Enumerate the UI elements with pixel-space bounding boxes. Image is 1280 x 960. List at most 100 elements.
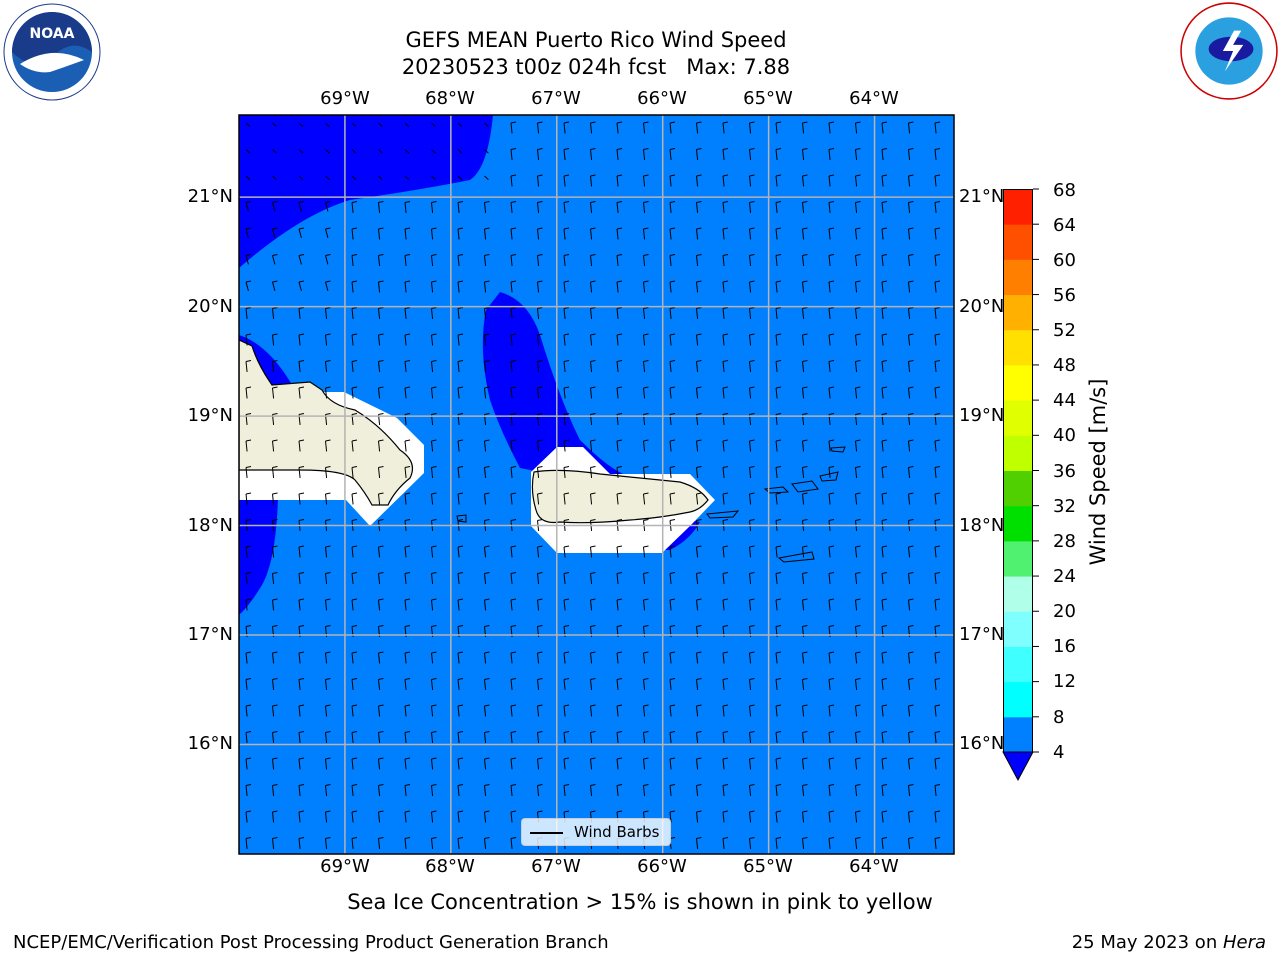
wind-barb xyxy=(855,784,861,796)
colorbar-tick-label: 44 xyxy=(1053,390,1076,411)
wind-barb xyxy=(934,731,941,743)
wind-barb xyxy=(563,254,570,266)
wind-barb xyxy=(775,280,782,293)
wind-barb xyxy=(775,545,782,558)
wind-barb xyxy=(298,784,305,796)
wind-barb xyxy=(934,572,941,584)
wind-barb xyxy=(802,333,808,346)
wind-barb xyxy=(298,810,305,823)
wind-barb xyxy=(457,784,464,796)
wind-barb xyxy=(855,201,861,213)
wind-barb xyxy=(749,254,755,266)
wind-barb xyxy=(934,598,941,611)
wind-barb xyxy=(828,333,835,346)
wind-barb xyxy=(590,227,596,240)
wind-barb xyxy=(457,280,464,293)
wind-barb xyxy=(272,122,277,128)
wind-barb xyxy=(722,121,729,134)
wind-barb xyxy=(378,837,384,849)
wind-barb xyxy=(510,386,517,399)
wind-barb xyxy=(590,333,596,346)
wind-barb xyxy=(934,386,941,399)
colorbar-tick-label: 20 xyxy=(1053,601,1076,622)
wind-barb xyxy=(696,386,702,399)
lat-label-left: 20°N xyxy=(187,296,233,317)
wind-barb xyxy=(802,598,808,611)
wind-barb xyxy=(510,704,517,717)
wind-barb xyxy=(590,201,596,213)
wind-barb xyxy=(272,704,278,717)
wind-barb xyxy=(855,837,861,849)
wind-barb xyxy=(484,360,490,372)
wind-barb xyxy=(643,492,649,505)
wind-barb xyxy=(643,731,649,743)
wind-barb xyxy=(510,598,517,611)
wind-barb xyxy=(457,837,464,849)
wind-barb xyxy=(696,572,702,584)
wind-barb xyxy=(696,598,702,611)
wind-barb xyxy=(696,731,702,743)
wind-barb xyxy=(828,360,835,372)
wind-barb xyxy=(325,651,331,664)
map-gridlines xyxy=(239,115,954,854)
wind-barb xyxy=(669,678,676,690)
colorbar-tick-label: 48 xyxy=(1053,355,1076,376)
wind-barb xyxy=(457,439,464,452)
wind-barb xyxy=(616,148,623,160)
wind-barb xyxy=(590,598,596,611)
wind-barb xyxy=(325,757,331,770)
wind-barb xyxy=(245,149,251,154)
wind-barb xyxy=(749,360,755,372)
wind-barb xyxy=(484,122,489,128)
lon-label-top: 69°W xyxy=(320,88,370,109)
wind-barb xyxy=(908,254,914,266)
wind-barb xyxy=(245,201,252,212)
wind-barb xyxy=(828,757,835,770)
wind-barb xyxy=(404,837,411,849)
wind-barb xyxy=(378,201,384,213)
wind-barb xyxy=(245,307,252,319)
wind-barb xyxy=(563,121,570,134)
wind-barb xyxy=(510,837,517,849)
wind-barb xyxy=(272,492,278,505)
wind-barb xyxy=(828,545,835,558)
wind-barb xyxy=(775,598,782,611)
wind-barb xyxy=(669,360,676,372)
lon-label-bottom: 64°W xyxy=(849,856,899,877)
wind-barb xyxy=(325,598,331,611)
wind-barb xyxy=(934,837,941,849)
wind-barb xyxy=(510,121,517,134)
wind-barb xyxy=(802,784,808,796)
wind-barb xyxy=(669,731,676,743)
wind-barb xyxy=(431,678,437,690)
colorbar-segment xyxy=(1003,646,1033,683)
wind-barb xyxy=(351,201,358,213)
wind-barb xyxy=(616,545,623,558)
wind-barb xyxy=(722,704,729,717)
wind-barb xyxy=(643,572,649,584)
wind-barb xyxy=(272,175,277,181)
wind-barb xyxy=(404,572,411,584)
wind-barb xyxy=(563,148,570,160)
colorbar-segment xyxy=(1003,400,1033,436)
wind-barb xyxy=(696,810,702,823)
wind-barb xyxy=(351,704,358,717)
wind-barb xyxy=(378,175,383,181)
wind-barb xyxy=(855,678,861,690)
wind-barb xyxy=(325,254,331,265)
wind-barb xyxy=(404,784,411,796)
wind-barb xyxy=(908,307,914,319)
wind-barb xyxy=(802,307,808,319)
wind-barb xyxy=(378,149,383,154)
wind-barb xyxy=(457,572,464,584)
wind-barb xyxy=(378,307,384,319)
wind-barb xyxy=(749,439,755,452)
wind-barb xyxy=(828,201,835,213)
colorbar-segment xyxy=(1003,716,1033,753)
wind-barb xyxy=(855,651,861,664)
wind-barb xyxy=(457,492,464,505)
wind-barb xyxy=(272,598,278,611)
colorbar-segment xyxy=(1003,364,1033,401)
wind-barb xyxy=(616,757,623,770)
wind-barb xyxy=(245,731,252,743)
